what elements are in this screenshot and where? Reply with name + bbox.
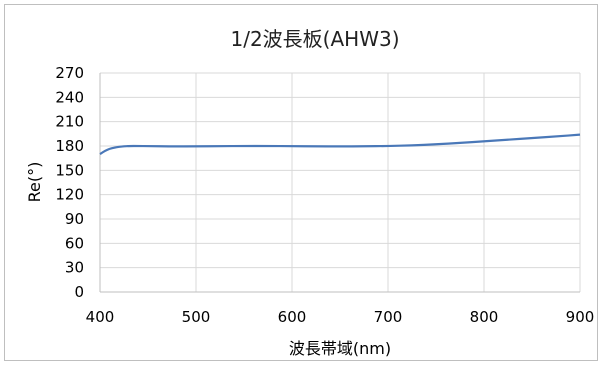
y-tick-label: 120	[55, 186, 84, 204]
grid-lines	[99, 72, 581, 292]
x-tick-label: 600	[278, 308, 307, 326]
axes	[99, 73, 580, 293]
x-tick-label: 400	[86, 308, 115, 326]
y-tick-label: 270	[55, 64, 84, 82]
y-tick-label: 30	[65, 259, 84, 277]
y-tick-label: 60	[65, 234, 84, 252]
y-tick-label: 150	[55, 161, 84, 179]
y-tick-label: 90	[65, 210, 84, 228]
x-tick-label: 800	[470, 308, 499, 326]
y-tick-label: 240	[55, 88, 84, 106]
chart-title: 1/2波長板(AHW3)	[230, 27, 399, 51]
x-tick-label: 900	[566, 308, 595, 326]
series-line	[99, 133, 581, 156]
chart-frame	[4, 4, 598, 361]
y-tick-label: 210	[55, 113, 84, 131]
x-axis-label: 波長帯域(nm)	[289, 339, 391, 358]
series-layer	[99, 133, 581, 156]
tick-labels: 0 30 60 90 120 150 180 210 240 270 400 500 600 700 800…	[55, 64, 594, 326]
x-tick-label: 700	[374, 308, 403, 326]
y-axis-label: Re(°)	[25, 162, 44, 203]
y-tick-label: 180	[55, 137, 84, 155]
x-tick-label: 500	[182, 308, 211, 326]
y-tick-label: 0	[74, 283, 84, 301]
